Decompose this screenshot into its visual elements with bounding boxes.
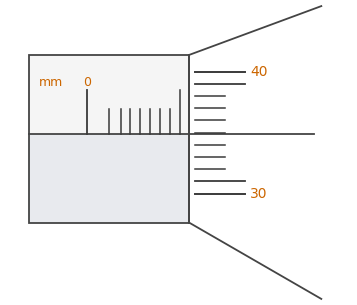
Bar <box>29 134 189 223</box>
Bar <box>29 55 189 223</box>
Text: mm: mm <box>39 76 64 89</box>
Text: 30: 30 <box>250 187 267 201</box>
Text: 0: 0 <box>84 76 91 89</box>
Text: 40: 40 <box>250 65 267 79</box>
Bar <box>29 55 189 134</box>
